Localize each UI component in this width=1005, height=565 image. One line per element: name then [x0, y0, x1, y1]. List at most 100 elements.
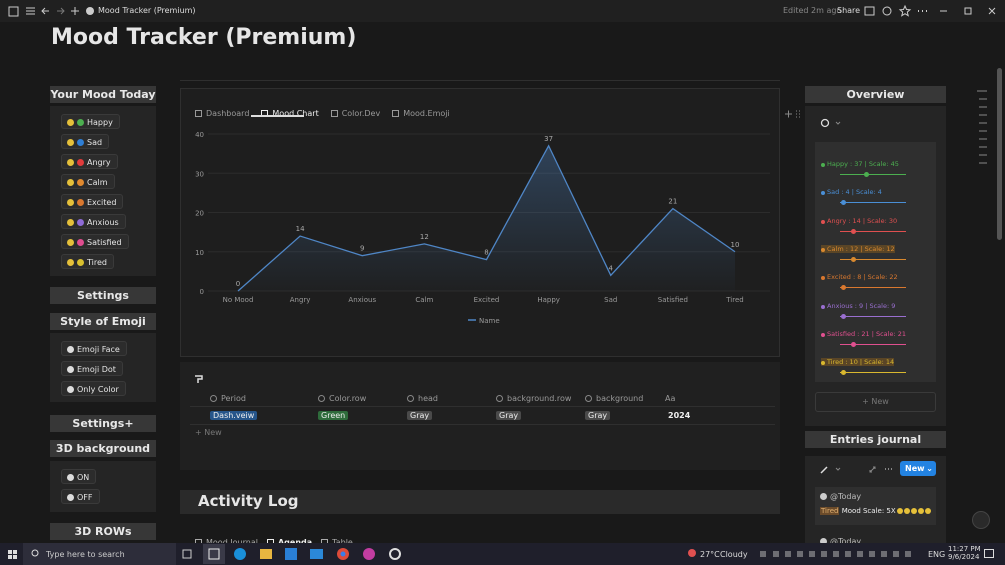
emoji-face: [67, 159, 74, 166]
journal-new-button[interactable]: New ⌄: [900, 461, 936, 476]
mood-pill[interactable]: Calm: [61, 174, 115, 189]
weather[interactable]: Cloudy: [720, 550, 748, 559]
view-tab[interactable]: Mood.Emoji: [392, 109, 450, 118]
slider-knob[interactable]: [841, 200, 847, 206]
slider-track[interactable]: [840, 202, 906, 204]
add-icon[interactable]: [71, 7, 79, 15]
search-text[interactable]: Type here to search: [46, 550, 125, 559]
notion-app[interactable]: [203, 544, 225, 564]
task-view[interactable]: [182, 549, 192, 559]
favorite-icon[interactable]: [898, 4, 912, 17]
mail[interactable]: [310, 549, 323, 559]
column-header[interactable]: background: [585, 394, 643, 403]
add-block[interactable]: [785, 110, 792, 118]
slider-track[interactable]: [840, 372, 906, 374]
drag-handle[interactable]: [796, 110, 800, 118]
slider-track[interactable]: [840, 258, 906, 260]
mood-pill[interactable]: Happy: [61, 114, 120, 129]
entry-date: @Today: [820, 492, 861, 501]
chrome-2[interactable]: [363, 548, 375, 560]
forward-icon[interactable]: [57, 7, 65, 15]
time: 11:27 PM: [948, 545, 981, 553]
journal-toolbar: [820, 466, 892, 474]
maximize[interactable]: [964, 7, 972, 15]
expand-icon[interactable]: [869, 466, 876, 473]
slider-track[interactable]: [840, 315, 906, 317]
mood-pill[interactable]: Sad: [61, 134, 110, 149]
slider-knob[interactable]: [841, 313, 847, 319]
page-icon: [86, 7, 94, 15]
option-pill[interactable]: ON: [61, 469, 97, 484]
slider-knob[interactable]: [864, 172, 870, 177]
weather-icon: [688, 549, 696, 557]
language[interactable]: ENG: [928, 550, 946, 559]
settings-app[interactable]: [389, 548, 401, 560]
style-options: Emoji Face Emoji Dot Only Color: [50, 333, 156, 402]
notifications[interactable]: [984, 549, 994, 558]
explorer[interactable]: [260, 549, 272, 559]
column-header[interactable]: Aa: [665, 394, 675, 403]
journal-entry[interactable]: [815, 487, 936, 525]
titlebar: [0, 0, 1005, 22]
slider-track[interactable]: [840, 287, 906, 289]
section-header: Settings: [50, 287, 156, 304]
overview-text: Calm : 12 | Scale: 12: [827, 244, 895, 253]
notion-icon[interactable]: [8, 6, 19, 17]
view-tab[interactable]: Dashboard: [195, 109, 249, 118]
mood-name: Excited: [87, 198, 117, 207]
mood-pill[interactable]: Angry: [61, 154, 118, 169]
clock[interactable]: 11:27 PM 9/6/2024: [948, 545, 981, 561]
slider-knob[interactable]: [851, 256, 857, 262]
edit-icon[interactable]: [820, 466, 828, 474]
column-header[interactable]: Period: [210, 394, 246, 403]
mood-pill[interactable]: Excited: [61, 194, 124, 209]
journal-new-text[interactable]: New: [905, 464, 925, 473]
table-new[interactable]: + New: [195, 428, 222, 437]
back-icon[interactable]: [41, 7, 49, 15]
slider-knob[interactable]: [841, 285, 847, 291]
table-new-text[interactable]: New: [204, 428, 222, 437]
mood-pill[interactable]: Satisfied: [61, 234, 129, 249]
mood-pill[interactable]: Tired: [61, 254, 114, 269]
mood-pill[interactable]: Anxious: [61, 214, 126, 229]
overview-new[interactable]: + New: [815, 392, 936, 412]
mood-dot: [77, 139, 84, 146]
close[interactable]: [988, 7, 996, 15]
slider-track[interactable]: [840, 230, 906, 232]
start[interactable]: [8, 550, 17, 559]
column-header[interactable]: Color.row: [318, 394, 366, 403]
menu-icon[interactable]: [26, 7, 35, 15]
slider-track[interactable]: [840, 174, 906, 175]
option-pill[interactable]: Emoji Face: [61, 341, 127, 356]
overview-text: Happy : 37 | Scale: 45: [827, 160, 899, 168]
help-button[interactable]: [972, 511, 990, 529]
store[interactable]: [285, 548, 297, 560]
share[interactable]: Share: [837, 6, 861, 15]
tab-icon: [195, 110, 202, 117]
mood-dot: [77, 239, 84, 246]
view-tab[interactable]: Color.Dev: [330, 109, 380, 118]
mood-dot: [77, 199, 84, 206]
history-icon[interactable]: [882, 6, 892, 16]
column-header[interactable]: background.row: [496, 394, 571, 403]
overview-icon[interactable]: [818, 116, 848, 130]
column-header[interactable]: head: [407, 394, 438, 403]
comments-icon[interactable]: [864, 6, 875, 16]
scrollbar[interactable]: [997, 68, 1002, 240]
tab-text: Table: [332, 538, 353, 547]
option-pill[interactable]: Only Color: [61, 381, 126, 396]
slider-knob[interactable]: [851, 341, 857, 347]
slider-track[interactable]: [840, 343, 906, 345]
temperature[interactable]: 27°C: [700, 550, 720, 559]
slider-knob[interactable]: [841, 370, 847, 376]
outline-lines[interactable]: [977, 90, 987, 164]
search-box[interactable]: [23, 543, 176, 565]
table-cell[interactable]: Dash.veiw: [210, 411, 258, 420]
option-pill[interactable]: OFF: [61, 489, 100, 504]
overview-text: Sad : 4 | Scale: 4: [827, 188, 882, 197]
edge[interactable]: [234, 548, 246, 560]
emoji: [896, 508, 903, 514]
slider-knob[interactable]: [851, 228, 857, 234]
overview-new-text[interactable]: New: [871, 397, 889, 406]
option-pill[interactable]: Emoji Dot: [61, 361, 123, 376]
